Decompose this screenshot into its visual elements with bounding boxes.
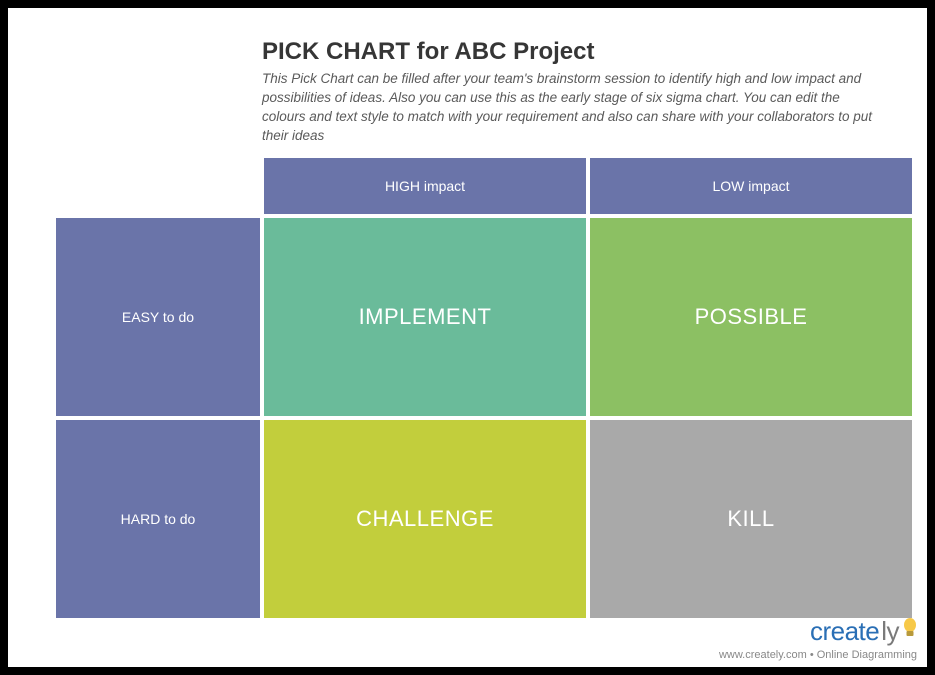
row-header-easy: EASY to do [56,218,260,416]
chart-subtitle: This Pick Chart can be filled after your… [262,70,883,146]
col-header-label: LOW impact [712,178,789,194]
logo-text-part2: ly [881,616,899,647]
quadrant-label: CHALLENGE [356,506,494,532]
quadrant-possible: POSSIBLE [590,218,912,416]
quadrant-label: IMPLEMENT [359,304,492,330]
quadrant-challenge: CHALLENGE [264,420,586,618]
chart-title: PICK CHART for ABC Project [262,38,883,66]
col-header-low-impact: LOW impact [590,158,912,214]
quadrant-kill: KILL [590,420,912,618]
matrix-corner-spacer [56,158,260,214]
row-header-label: EASY to do [122,309,194,325]
col-header-label: HIGH impact [385,178,465,194]
col-header-high-impact: HIGH impact [264,158,586,214]
chart-header: PICK CHART for ABC Project This Pick Cha… [262,38,903,146]
lightbulb-icon [903,617,917,643]
logo-text-part1: create [810,616,879,647]
creately-logo: creately [810,616,917,647]
footer-url: www.creately.com • Online Diagramming [719,649,917,661]
pick-matrix: HIGH impact LOW impact EASY to do IMPLEM… [56,158,903,618]
quadrant-implement: IMPLEMENT [264,218,586,416]
page-container: PICK CHART for ABC Project This Pick Cha… [8,8,927,667]
row-header-hard: HARD to do [56,420,260,618]
row-header-label: HARD to do [121,511,196,527]
quadrant-label: KILL [727,506,774,532]
quadrant-label: POSSIBLE [695,304,808,330]
footer: creately www.creately.com • Online Diagr… [719,616,917,661]
